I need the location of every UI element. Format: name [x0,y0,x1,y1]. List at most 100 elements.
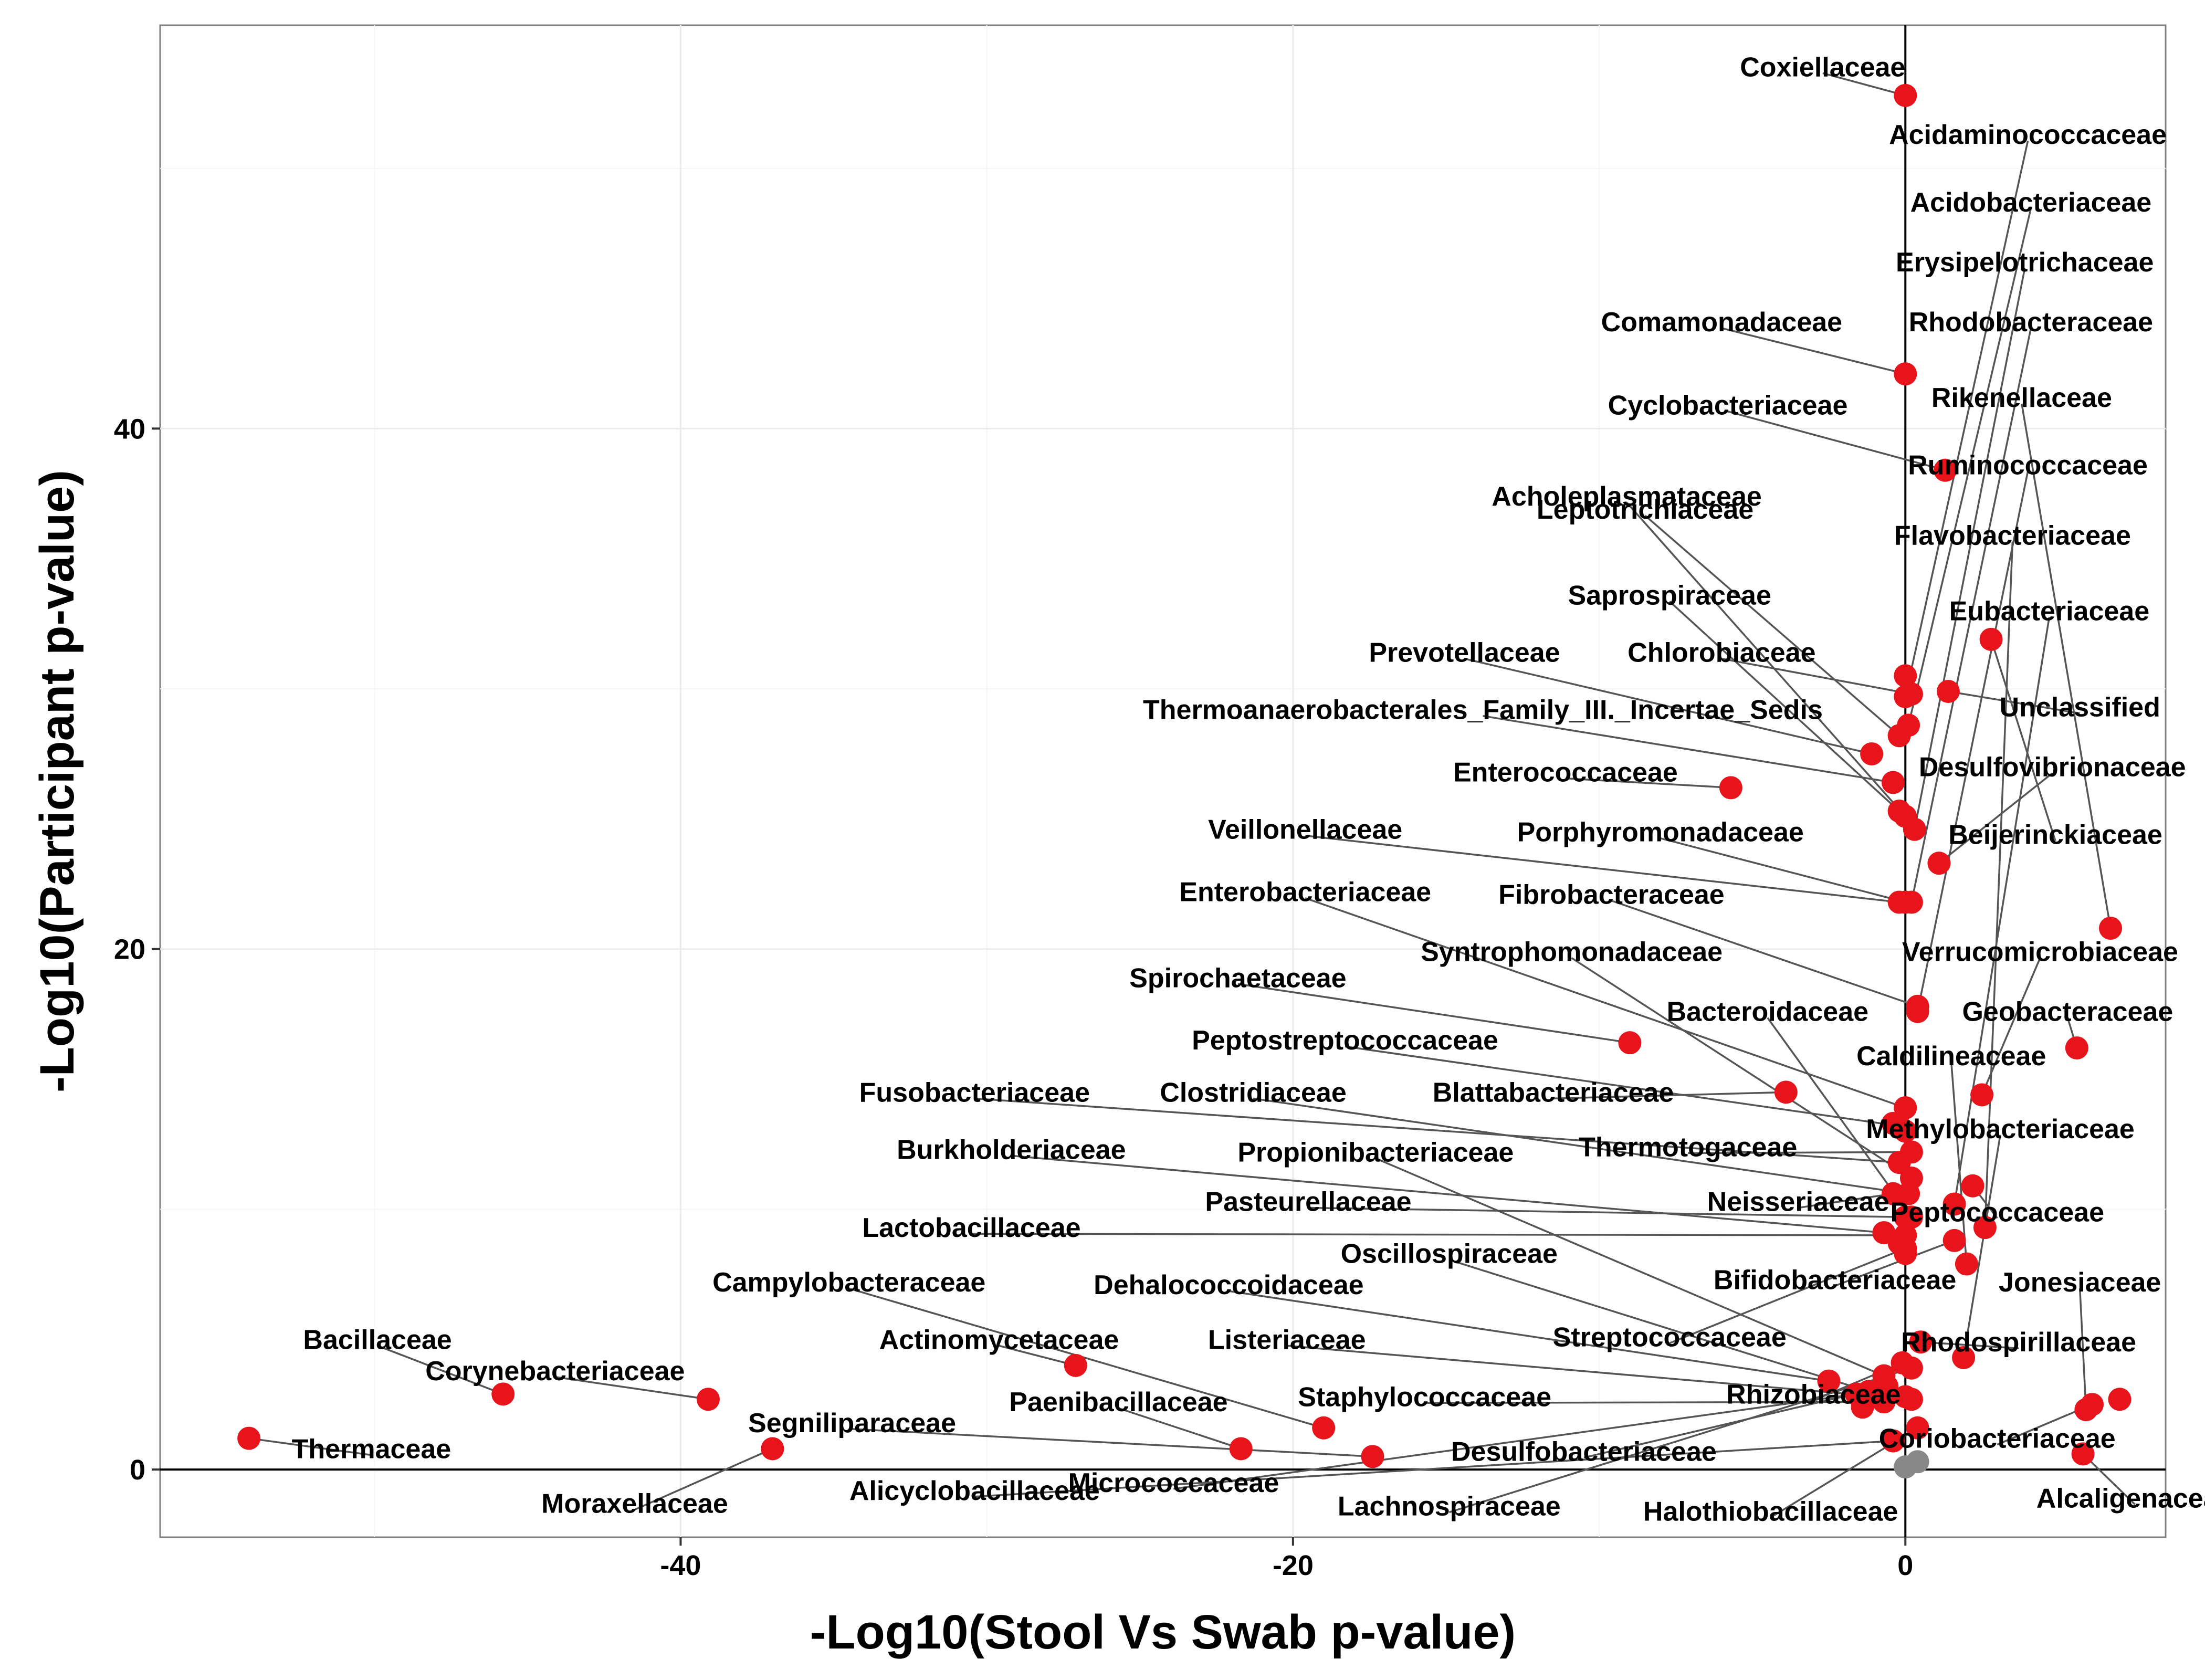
leader-line [1910,328,2032,902]
point-label: Lachnospiraceae [1338,1492,1561,1522]
leader-line [634,1447,773,1511]
leader-line [971,1233,1906,1236]
data-point [1899,682,1923,706]
data-point [1894,1096,1917,1120]
leader-line [1483,715,1894,784]
point-label: Pasteurellaceae [1205,1187,1411,1217]
leader-line [1448,1367,1912,1514]
leader-line [1981,957,2041,1095]
point-label: Acidaminococcaceae [1889,120,2167,150]
data-point [1894,83,1917,107]
leader-line [1173,1393,1857,1490]
leader-line [852,1428,1373,1458]
data-point [1906,994,1929,1018]
leader-line [2082,1453,2136,1505]
point-labels: Coxiellaceae Acidaminococcaceae Acidobacte… [292,52,2205,1527]
point-label: Saprospiraceae [1568,581,1771,611]
point-label: Desulfobacteriaceae [1451,1436,1717,1467]
leader-line [1938,772,2053,864]
point-label: Eubacteriaceae [1949,596,2150,626]
x-tick-label: 0 [1897,1550,1913,1581]
data-point [1774,1080,1798,1104]
y-tick-label: 20 [114,934,145,965]
leader-line [1565,777,1731,789]
data-point [1934,458,1957,482]
data-point [1860,742,1884,765]
point-label: Oscillospiraceae [1341,1239,1558,1269]
leader-line [1953,617,2051,1204]
point-label: Enterococcaceae [1453,758,1678,788]
leader-line [1308,1206,1906,1219]
point-label: Peptococcaceae [1890,1197,2104,1227]
point-label: Clostridiaceae [1160,1077,1347,1108]
leader-line [1375,1157,1885,1377]
point-label: Thermaceae [292,1434,452,1464]
data-point [761,1437,784,1461]
data-point [2071,1442,2095,1466]
leader-line [1920,1341,2019,1349]
leader-line [1611,899,1918,1007]
point-label: Campylobacteraceae [712,1267,985,1298]
leader-line [1904,140,2029,697]
point-label: Syntrophomonadaceae [1421,937,1723,968]
data-point [1899,1356,1923,1380]
leader-line [1118,1407,1242,1450]
point-label: Prevotellaceae [1369,638,1560,668]
point-label: Blattabacteriaceae [1433,1077,1674,1108]
data-point [1894,362,1917,386]
point-label: Rhodospirillaceae [1901,1327,2136,1358]
data-point [1899,1140,1923,1164]
leader-line [1253,1097,1909,1195]
data-point [1927,852,1951,875]
data-point [1887,890,1911,914]
point-label: Segniliparaceae [748,1408,956,1438]
leader-line [1237,983,1630,1044]
y-axis-title: -Log10(Participant p-value) [30,470,84,1093]
point-label: Methylobacteriaceae [1866,1114,2135,1144]
nonsignificant-point [1894,1455,1917,1479]
leader-line [999,1345,1076,1367]
point-label: Cyclobacteriaceae [1608,391,1848,421]
data-point [2099,917,2123,940]
point-label: Moraxellaceae [541,1489,728,1519]
data-point [1312,1416,1336,1440]
point-label: Bifidobacteriaceae [1714,1265,1956,1295]
point-label: Acidobacteriaceae [1910,187,2152,218]
data-point [1875,1374,1899,1398]
point-label: Dehalococcoidaceae [1094,1270,1363,1300]
leader-line [1583,1385,1887,1459]
point-label: Beijerinckiaceae [1948,820,2162,850]
point-label: Unclassified [2000,692,2160,723]
point-label: Corynebacteriaceae [425,1356,685,1387]
x-tick-label: -20 [1273,1550,1314,1581]
data-point [1719,776,1742,800]
data-point [1979,627,2003,651]
point-label: Chlorobiaceae [1628,638,1815,668]
plot-area [159,24,2167,1538]
leader-line [1287,1345,1912,1401]
leader-line [1448,1259,1869,1393]
point-label: Streptococcaceae [1553,1322,1787,1352]
data-point [491,1382,515,1406]
data-point [1618,1031,1642,1055]
data-point [1942,1192,1966,1216]
leader-line [1305,834,1899,904]
leader-line [1464,657,1872,755]
data-point [1961,1174,1984,1198]
leader-line [1688,1151,1912,1154]
x-tick-label: -40 [660,1550,701,1581]
point-label: Actinomycetaceae [879,1325,1119,1355]
leader-line [1721,657,1912,695]
label-leader-lines [248,72,2136,1518]
data-point [1881,771,1905,794]
leader-line [848,1287,1324,1429]
leader-line [555,1376,709,1401]
data-point [1894,1385,1917,1409]
leader-line [2078,1288,2087,1410]
leader-line [1011,1154,1884,1234]
point-label: Rhodobacteraceae [1909,307,2153,338]
point-label: Acholeplasmataceae [1492,481,1762,512]
point-label: Leptotrichiaceae [1537,495,1754,525]
point-label: Staphylococcaceae [1298,1382,1551,1412]
